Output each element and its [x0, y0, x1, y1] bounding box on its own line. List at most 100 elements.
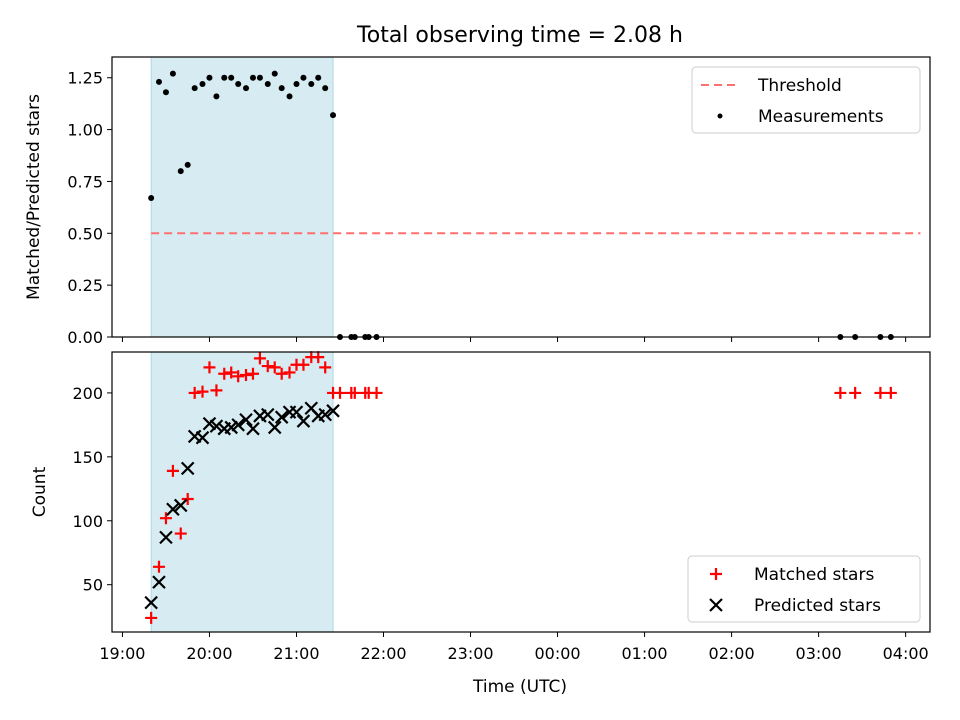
- legend-predicted-swatch: [709, 598, 723, 612]
- matched-point: [268, 361, 281, 374]
- measurement-point: [155, 78, 162, 85]
- measurement-point: [235, 80, 242, 87]
- matched-point: [884, 386, 897, 399]
- measurement-point: [293, 80, 300, 87]
- measurement-point: [213, 93, 220, 100]
- measurement-point: [184, 161, 191, 168]
- legend-measurement-swatch: [717, 113, 723, 119]
- matched-point: [159, 512, 172, 525]
- series-predicted-stars: [144, 401, 340, 610]
- measurement-point: [249, 74, 256, 81]
- matched-point: [874, 386, 887, 399]
- matched-point: [232, 370, 245, 383]
- y-tick-label: 0.25: [67, 276, 103, 295]
- chart-title: Total observing time = 2.08 h: [356, 23, 683, 48]
- y-tick-label: 1.00: [67, 121, 103, 140]
- predicted-point: [152, 575, 166, 589]
- measurement-point: [286, 93, 293, 100]
- x-tick-label: 01:00: [622, 644, 668, 663]
- matched-point: [145, 611, 158, 624]
- matched-point: [333, 386, 346, 399]
- legend-box: [691, 66, 921, 134]
- measurement-point: [330, 112, 337, 119]
- observing-span-shade: [150, 351, 334, 633]
- x-tick-label: 04:00: [883, 644, 929, 663]
- predicted-point: [144, 595, 158, 610]
- predicted-point: [318, 407, 332, 422]
- matched-point: [218, 367, 231, 380]
- predicted-point: [289, 405, 304, 419]
- measurement-point: [199, 80, 206, 87]
- x-tick-label: 21:00: [273, 644, 319, 663]
- matched-point: [152, 560, 165, 573]
- ratio-panel: 0.00 0.25 0.50 0.75 1.00 1.25 Matched/Predicte…: [24, 56, 931, 347]
- predicted-point: [296, 414, 311, 428]
- legend-label: Threshold: [757, 76, 842, 96]
- y-tick-label: 0.00: [67, 328, 103, 347]
- predicted-point: [274, 410, 289, 424]
- predicted-point: [326, 404, 340, 418]
- predicted-point: [260, 407, 275, 422]
- measurement-point: [278, 85, 285, 92]
- predicted-point: [231, 418, 245, 432]
- predicted-point: [166, 502, 180, 517]
- matched-point: [246, 367, 259, 380]
- legend-label: Measurements: [758, 107, 884, 127]
- legend-label: Predicted stars: [754, 596, 881, 616]
- count-panel: 50 100 150 200 19:00 20:00 21:00 22:00 23:00 00:0…: [30, 351, 931, 663]
- measurement-point: [206, 74, 213, 81]
- matched-point: [297, 358, 310, 371]
- matched-point: [174, 527, 187, 540]
- matched-point: [312, 351, 325, 364]
- x-tick-label: 02:00: [709, 644, 755, 663]
- observing-span-shade: [150, 56, 334, 338]
- y-tick-label: 0.50: [67, 224, 103, 243]
- x-tick-label: 03:00: [796, 644, 842, 663]
- matched-point: [275, 367, 288, 380]
- y-tick-label: 200: [72, 384, 103, 403]
- predicted-point: [195, 430, 210, 445]
- measurement-point: [300, 74, 307, 81]
- x-tick-label: 23:00: [447, 644, 493, 663]
- measurement-point: [243, 85, 250, 92]
- predicted-point: [239, 412, 253, 427]
- matched-point: [319, 361, 332, 374]
- y-axis-label: Matched/Predicted stars: [24, 94, 44, 300]
- matched-point: [203, 361, 216, 374]
- matched-point: [834, 386, 847, 399]
- y-tick-label: 150: [72, 448, 103, 467]
- matched-point: [166, 464, 179, 477]
- axes-frame: [111, 351, 931, 633]
- measurement-point: [162, 89, 169, 96]
- measurement-point: [256, 74, 263, 81]
- x-tick-label: 00:00: [534, 644, 580, 663]
- matched-point: [196, 385, 209, 398]
- axes-frame: [111, 56, 931, 338]
- series-matched-stars: [145, 351, 897, 624]
- measurement-point: [271, 70, 278, 77]
- measurement-point: [221, 74, 228, 81]
- measurement-point: [308, 80, 315, 87]
- measurement-point: [169, 70, 176, 77]
- measurement-point: [322, 85, 329, 92]
- matched-point: [849, 386, 862, 399]
- y-tick-label: 100: [72, 512, 103, 531]
- predicted-point: [246, 421, 260, 436]
- matched-point: [348, 386, 361, 399]
- y-axis-label: Count: [30, 466, 50, 517]
- legend-label: Matched stars: [754, 565, 874, 585]
- x-axis-label: Time (UTC): [472, 677, 567, 697]
- matched-point: [253, 352, 266, 365]
- legend: Matched stars Predicted stars: [687, 555, 921, 623]
- predicted-point: [267, 420, 282, 435]
- x-tick-label: 20:00: [186, 644, 232, 663]
- x-tick-label: 19:00: [99, 644, 145, 663]
- y-tick-label: 50: [83, 576, 103, 595]
- legend-matched-swatch: [710, 568, 722, 580]
- matched-point: [225, 366, 238, 379]
- predicted-point: [159, 530, 173, 545]
- matched-point: [283, 366, 296, 379]
- measurement-point: [177, 168, 184, 175]
- measurement-point: [191, 85, 198, 92]
